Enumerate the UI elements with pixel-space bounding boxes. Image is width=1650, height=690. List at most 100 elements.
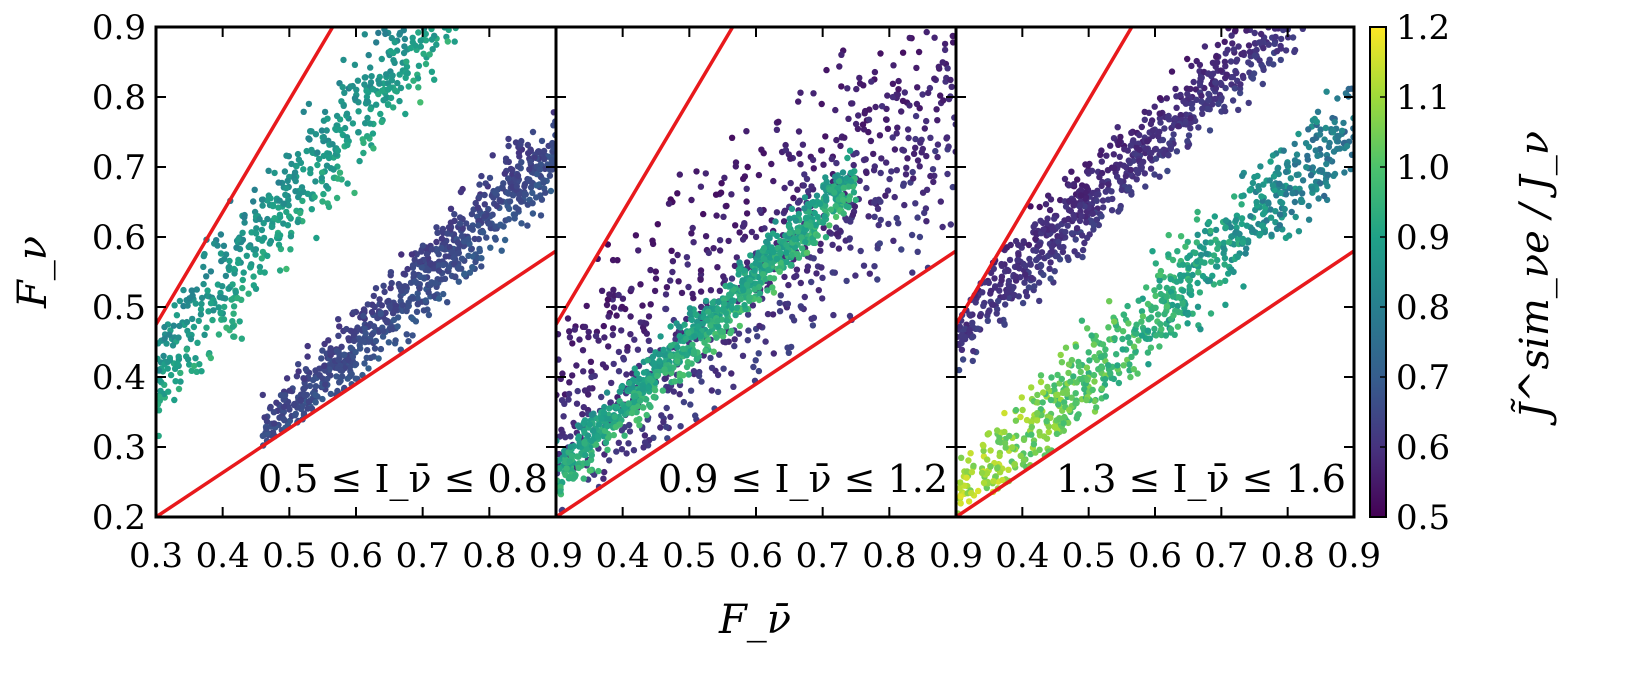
data-point <box>375 355 382 362</box>
data-point <box>505 216 512 223</box>
data-point <box>537 212 545 219</box>
data-point <box>1065 369 1072 377</box>
data-point <box>659 387 666 394</box>
data-point <box>1061 413 1068 421</box>
data-point <box>1186 283 1193 290</box>
data-point <box>832 106 839 114</box>
data-point <box>941 40 949 48</box>
data-point <box>575 464 582 472</box>
data-point <box>1182 118 1190 126</box>
data-point <box>1222 277 1229 284</box>
data-point <box>840 184 848 192</box>
data-point <box>233 244 240 251</box>
data-point <box>751 286 758 293</box>
data-point <box>1060 420 1067 427</box>
data-point <box>1043 435 1051 442</box>
data-point <box>810 239 817 246</box>
data-point <box>923 117 930 125</box>
data-point <box>361 31 368 38</box>
data-point <box>1060 243 1067 251</box>
data-point <box>714 306 722 313</box>
data-point <box>377 310 384 317</box>
data-point <box>625 440 632 447</box>
data-point <box>375 29 382 37</box>
data-point <box>777 250 784 257</box>
data-point <box>1188 105 1196 112</box>
data-point <box>561 400 568 407</box>
data-point <box>1282 168 1290 176</box>
data-point <box>403 58 410 65</box>
data-point <box>801 194 809 201</box>
data-point <box>526 166 533 173</box>
data-point <box>610 304 618 311</box>
data-point <box>439 225 447 233</box>
data-point <box>895 77 902 85</box>
data-point <box>1163 293 1170 300</box>
data-point <box>1266 56 1273 63</box>
data-point <box>1128 191 1135 198</box>
data-point <box>764 287 771 294</box>
data-point <box>370 145 377 152</box>
x-tick-label: 0.8 <box>862 536 916 576</box>
data-point <box>338 343 345 350</box>
data-point <box>1097 151 1104 158</box>
data-point <box>1043 219 1050 227</box>
data-point <box>372 337 380 345</box>
data-point <box>1036 446 1043 453</box>
data-point <box>245 243 252 251</box>
data-point <box>1330 148 1338 155</box>
data-point <box>1001 320 1008 327</box>
data-point <box>785 223 793 230</box>
data-point <box>793 266 801 273</box>
data-point <box>1033 417 1041 424</box>
data-point <box>415 62 423 69</box>
data-point <box>627 331 634 338</box>
colorbar-tick-label: 0.8 <box>1396 288 1450 328</box>
data-point <box>683 254 691 261</box>
data-point <box>1138 123 1146 131</box>
data-point <box>1036 241 1043 249</box>
data-point <box>418 264 425 271</box>
data-point <box>813 270 820 277</box>
data-point <box>1047 396 1055 404</box>
data-point <box>1141 116 1149 124</box>
data-point <box>1079 232 1086 239</box>
data-point <box>452 273 459 280</box>
data-point <box>1305 202 1312 210</box>
data-point <box>882 192 889 199</box>
data-point <box>361 307 368 314</box>
data-point <box>604 296 612 303</box>
data-point <box>866 270 873 277</box>
data-point <box>380 282 387 289</box>
data-point <box>1217 79 1224 87</box>
data-point <box>766 274 774 282</box>
data-point <box>1214 245 1221 253</box>
data-point <box>515 191 523 199</box>
data-point <box>980 302 987 309</box>
data-point <box>1239 172 1246 179</box>
data-point <box>546 172 554 179</box>
data-point <box>870 167 878 174</box>
data-point <box>839 196 847 203</box>
data-point <box>984 456 991 463</box>
data-point <box>1238 201 1245 208</box>
data-point <box>735 330 743 337</box>
data-point <box>352 375 359 382</box>
data-point <box>312 383 320 390</box>
data-point <box>1001 409 1008 417</box>
data-point <box>1170 312 1177 319</box>
data-point <box>1147 344 1155 351</box>
data-point <box>541 155 548 163</box>
data-point <box>826 222 833 229</box>
data-point <box>615 291 622 299</box>
data-point <box>976 312 984 320</box>
data-point <box>898 246 905 253</box>
data-point <box>295 156 303 163</box>
data-point <box>1330 172 1337 179</box>
data-point <box>1152 155 1160 162</box>
data-point <box>201 331 208 338</box>
data-point <box>1232 229 1239 236</box>
data-point <box>683 363 691 371</box>
data-point <box>613 448 620 455</box>
data-point <box>1076 201 1084 209</box>
